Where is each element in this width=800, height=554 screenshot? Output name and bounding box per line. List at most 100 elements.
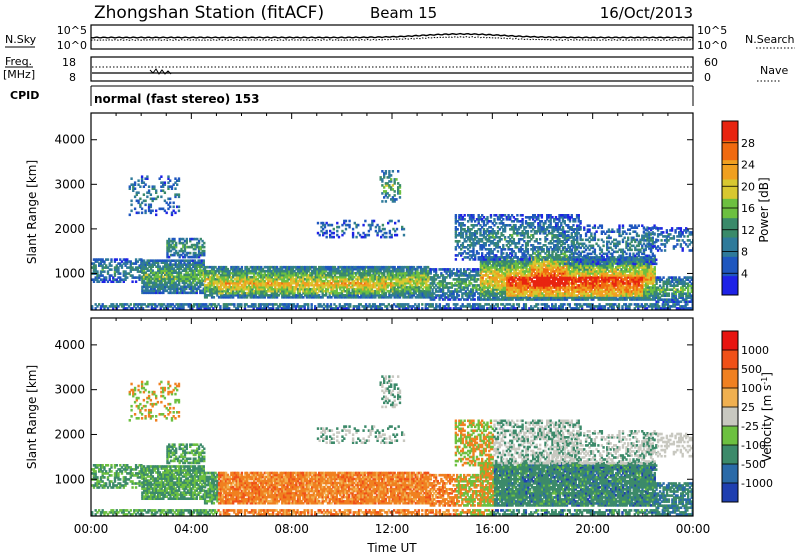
power-cell: [550, 268, 553, 271]
power-cell: [504, 288, 507, 291]
power-cell: [164, 273, 167, 277]
power-cell: [493, 264, 497, 267]
power-cell: [181, 269, 184, 273]
power-cell: [379, 283, 382, 287]
power-cell: [192, 271, 195, 275]
power-cell: [354, 289, 358, 293]
power-cell: [316, 267, 319, 271]
power-cell: [304, 285, 307, 289]
power-cell: [627, 274, 630, 277]
power-cell: [421, 279, 424, 283]
power-cell: [319, 277, 323, 281]
power-cell: [495, 266, 498, 269]
power-cell: [499, 268, 502, 271]
power-cell: [536, 278, 539, 281]
power-cell: [578, 284, 581, 287]
power-cell: [429, 276, 432, 279]
power-cell: [353, 296, 356, 299]
power-cell: [155, 271, 158, 275]
power-cell: [620, 270, 623, 273]
power-cell: [318, 283, 321, 287]
power-cell: [623, 260, 627, 263]
power-cell: [279, 275, 282, 279]
power-cell: [219, 285, 223, 289]
power-cell: [438, 282, 441, 285]
power-cell: [323, 285, 326, 289]
power-cell: [599, 296, 602, 299]
power-cell: [279, 291, 282, 295]
power-cell: [251, 291, 254, 295]
power-cell: [592, 298, 595, 301]
power-cell: [419, 277, 423, 281]
power-cell: [434, 296, 438, 299]
power-cell: [333, 267, 337, 271]
power-cell: [546, 272, 549, 275]
power-cell: [602, 294, 606, 297]
power-cell: [374, 291, 377, 295]
power-cell: [293, 285, 296, 289]
power-cell: [356, 296, 359, 299]
power-cell: [479, 282, 483, 285]
power-cell: [347, 291, 351, 295]
power-cell: [247, 275, 251, 279]
power-cell: [347, 267, 351, 271]
power-cell: [539, 268, 542, 271]
power-cell: [581, 276, 584, 279]
power-cell: [119, 264, 122, 267]
power-cell: [500, 262, 504, 265]
power-cell: [219, 281, 223, 285]
power-cell: [609, 286, 613, 289]
power-cell: [328, 291, 331, 295]
power-cell: [300, 267, 303, 271]
power-cell: [312, 269, 316, 273]
power-cell: [461, 286, 464, 289]
power-cell: [477, 288, 480, 291]
power-cell: [557, 288, 560, 291]
power-cell: [351, 291, 354, 295]
power-cell: [333, 265, 337, 269]
power-cell: [416, 289, 419, 293]
power-cell: [363, 291, 367, 295]
power-cell: [567, 282, 570, 285]
power-cell: [202, 259, 205, 263]
power-cell: [149, 281, 153, 285]
power-cell: [454, 290, 457, 293]
power-cell: [530, 288, 534, 291]
power-cell: [613, 276, 616, 279]
power-cell: [326, 289, 330, 293]
power-cell: [138, 278, 141, 282]
power-cell: [644, 288, 648, 291]
power-cell: [574, 288, 577, 291]
power-cell: [157, 259, 160, 263]
power-cell: [318, 289, 321, 293]
power-cell: [101, 264, 104, 267]
power-cell: [539, 284, 542, 287]
power-cell: [158, 259, 162, 263]
power-cell: [379, 279, 382, 283]
power-cell: [404, 285, 407, 289]
power-cell: [298, 279, 302, 283]
power-cell: [457, 282, 461, 285]
power-cell: [548, 260, 551, 263]
cpid-label: CPID: [10, 89, 39, 102]
power-cell: [527, 262, 530, 265]
power-cell: [593, 268, 597, 271]
power-cell: [486, 296, 490, 299]
power-cell: [358, 287, 361, 291]
power-cell: [551, 262, 555, 265]
power-cell: [165, 267, 169, 271]
power-cell: [441, 280, 445, 283]
power-cell: [302, 291, 305, 295]
power-cell: [224, 285, 228, 289]
power-cell: [110, 280, 113, 284]
power-cell: [660, 278, 663, 282]
power-cell: [629, 296, 632, 299]
power-cell: [300, 294, 303, 297]
power-cell: [268, 294, 272, 297]
power-cell: [256, 296, 259, 299]
power-cell: [261, 283, 265, 287]
power-cell: [386, 271, 389, 275]
power-cell: [239, 271, 242, 275]
power-cell: [644, 264, 648, 267]
power-cell: [473, 284, 476, 287]
